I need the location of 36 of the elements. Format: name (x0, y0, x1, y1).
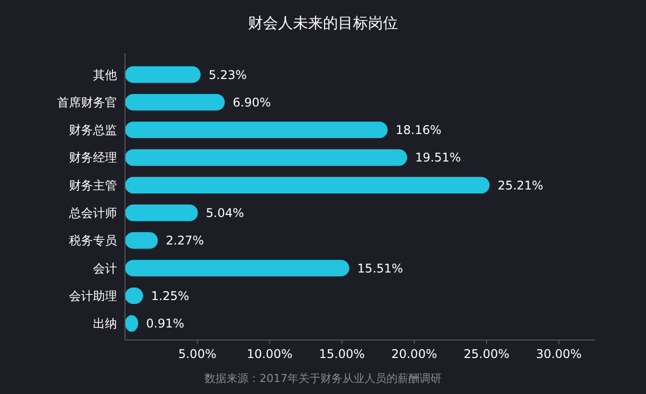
x-tick-label: 10.00% (246, 347, 292, 361)
bar (125, 149, 408, 166)
data-label: 1.25% (151, 288, 190, 303)
y-tick-label: 其他 (93, 68, 117, 82)
bar (125, 94, 225, 111)
data-label: 25.21% (498, 178, 544, 192)
bar (125, 66, 201, 83)
data-label: 19.51% (415, 150, 461, 165)
y-tick-label: 财务总监 (69, 123, 117, 138)
y-tick-label: 总会计师 (68, 206, 117, 220)
chart-title: 财会人未来的目标岗位 (248, 14, 398, 32)
x-tick-label: 30.00% (536, 347, 582, 361)
y-tick-label: 财务主管 (69, 178, 117, 192)
data-label: 5.04% (206, 206, 244, 220)
y-tick-label: 首席财务官 (57, 95, 117, 110)
x-tick-label: 20.00% (391, 347, 438, 361)
y-tick-label: 会计 (93, 261, 117, 276)
y-tick-label: 税务专员 (69, 234, 117, 248)
y-tick-label: 会计助理 (69, 288, 117, 303)
bar (125, 176, 490, 194)
data-label: 6.90% (232, 95, 271, 110)
source-note: 数据来源：2017年关于财务从业人员的薪酬调研 (204, 372, 442, 385)
y-tick-label: 出纳 (93, 316, 117, 331)
x-tick-label: 5.00% (178, 347, 216, 361)
data-label: 15.51% (357, 261, 404, 276)
data-label: 2.27% (166, 234, 204, 248)
bar (125, 232, 158, 249)
data-label: 5.23% (208, 68, 247, 82)
y-tick-label: 财务经理 (69, 150, 117, 165)
data-label: 0.91% (146, 316, 184, 331)
bar (125, 122, 388, 138)
data-label: 18.16% (396, 123, 442, 138)
bar (125, 260, 350, 276)
x-tick-label: 25.00% (464, 347, 510, 361)
bar (125, 204, 198, 222)
x-tick-label: 15.00% (319, 347, 365, 361)
